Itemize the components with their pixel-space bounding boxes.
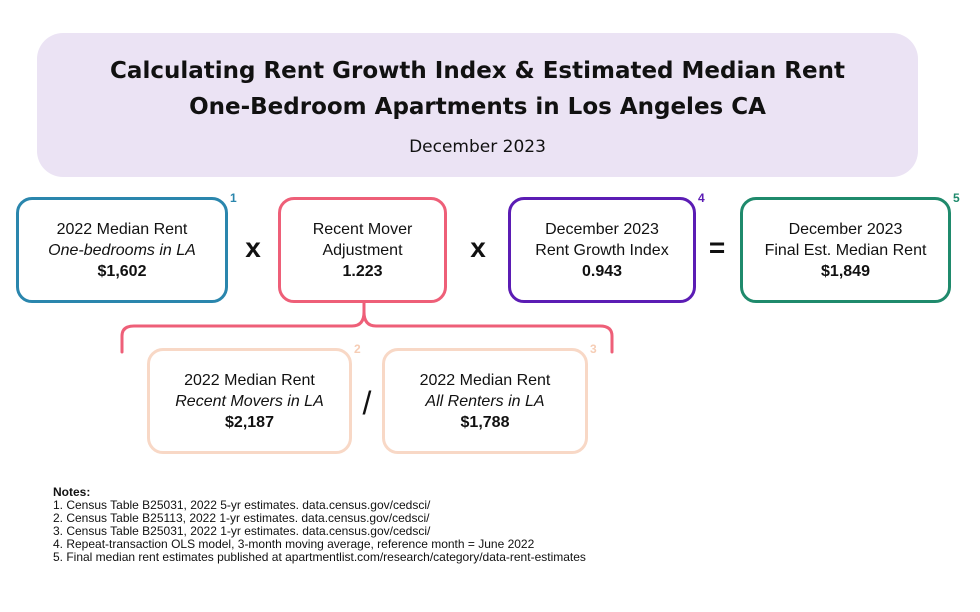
box-label-line2: Final Est. Median Rent	[764, 241, 927, 259]
box-recent-movers-median-rent: 2022 Median Rent Recent Movers in LA $2,…	[147, 348, 352, 454]
subtitle-date: December 2023	[409, 137, 546, 157]
footnote-ref-5: 5	[953, 191, 960, 205]
footnote-ref-1: 1	[230, 191, 237, 205]
box-label-line2: All Renters in LA	[425, 392, 545, 410]
note-item: 5. Final median rent estimates published…	[53, 550, 586, 564]
title-line-1: Calculating Rent Growth Index & Estimate…	[110, 58, 845, 84]
box-all-renters-median-rent: 2022 Median Rent All Renters in LA $1,78…	[382, 348, 588, 454]
footnote-ref-4: 4	[698, 191, 705, 205]
title-banner: Calculating Rent Growth Index & Estimate…	[37, 33, 918, 177]
box-value: 0.943	[581, 262, 623, 280]
box-label-line2: Recent Movers in LA	[175, 392, 324, 410]
box-label-line1: December 2023	[545, 220, 659, 238]
box-label-line1: 2022 Median Rent	[419, 371, 551, 389]
box-2022-median-rent: 2022 Median Rent One-bedrooms in LA $1,6…	[16, 197, 228, 303]
note-item: 1. Census Table B25031, 2022 5-yr estima…	[53, 498, 431, 512]
box-label-line2: Rent Growth Index	[535, 241, 669, 259]
box-recent-mover-adjustment: Recent Mover Adjustment 1.223	[278, 197, 447, 303]
note-item: 2. Census Table B25113, 2022 1-yr estima…	[53, 511, 430, 525]
box-value: $1,849	[821, 262, 870, 280]
box-value: 1.223	[342, 262, 383, 280]
note-item: 3. Census Table B25031, 2022 1-yr estima…	[53, 524, 431, 538]
box-final-median-rent: December 2023 Final Est. Median Rent $1,…	[740, 197, 951, 303]
box-value: $1,788	[460, 413, 510, 431]
box-rent-growth-index: December 2023 Rent Growth Index 0.943	[508, 197, 696, 303]
box-value: $2,187	[225, 413, 274, 431]
box-label-line2: One-bedrooms in LA	[48, 241, 196, 259]
box-value: $1,602	[97, 262, 147, 280]
notes-section: Notes: 1. Census Table B25031, 2022 5-yr…	[53, 486, 586, 564]
box-label-line2: Adjustment	[322, 241, 403, 259]
title-line-2: One-Bedroom Apartments in Los Angeles CA	[189, 94, 766, 120]
footnote-ref-2: 2	[354, 342, 361, 356]
box-label-line1: 2022 Median Rent	[184, 371, 315, 389]
footnote-ref-3: 3	[590, 342, 597, 356]
notes-heading: Notes:	[53, 485, 91, 499]
divide-operator: /	[362, 385, 372, 421]
multiply-operator: x	[470, 232, 486, 263]
equals-operator: =	[708, 232, 726, 263]
box-label-line1: 2022 Median Rent	[56, 220, 188, 238]
multiply-operator: x	[245, 232, 261, 263]
box-label-line1: December 2023	[788, 220, 903, 238]
notes-list: 1. Census Table B25031, 2022 5-yr estima…	[53, 499, 586, 564]
note-item: 4. Repeat-transaction OLS model, 3-month…	[53, 537, 535, 551]
box-label-line1: Recent Mover	[312, 220, 413, 238]
